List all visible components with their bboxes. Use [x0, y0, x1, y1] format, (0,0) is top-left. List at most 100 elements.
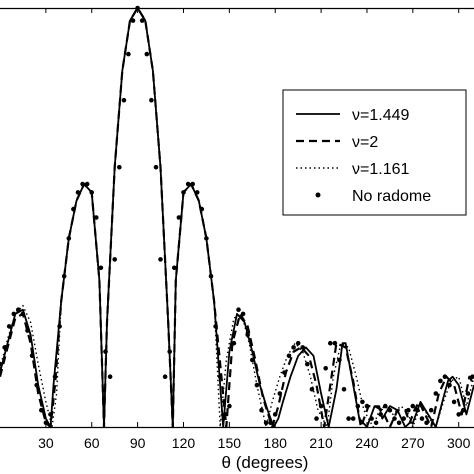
data-point-marker — [20, 311, 26, 317]
data-point-marker — [286, 353, 292, 359]
data-point-marker — [465, 391, 471, 396]
series-3 — [0, 7, 474, 428]
data-point-marker — [185, 181, 191, 187]
data-point-marker — [240, 311, 246, 317]
data-point-marker — [337, 357, 342, 363]
data-point-marker — [167, 349, 172, 354]
data-point-marker — [332, 340, 338, 346]
x-tick-label: 150 — [218, 435, 242, 451]
legend-swatch — [315, 192, 321, 198]
data-point-marker — [291, 345, 296, 350]
legend-label: No radome — [352, 188, 431, 205]
data-point-marker — [75, 190, 81, 195]
data-point-marker — [57, 324, 62, 329]
data-point-marker — [162, 374, 168, 380]
data-point-marker — [350, 416, 356, 421]
data-point-marker — [34, 382, 39, 388]
data-point-marker — [0, 361, 3, 367]
legend: ν=1.449 ν=2 ν=1.161 No radome — [282, 89, 467, 216]
data-point-marker — [406, 407, 411, 413]
data-point-marker — [227, 403, 232, 409]
data-point-marker — [158, 257, 163, 262]
data-point-marker — [117, 164, 122, 170]
data-point-marker — [323, 366, 329, 371]
data-point-marker — [392, 416, 397, 421]
data-point-marker — [451, 399, 457, 405]
x-tick-label: 90 — [130, 435, 146, 451]
series-2 — [0, 6, 474, 429]
data-point-marker — [419, 416, 425, 421]
data-point-marker — [80, 181, 85, 187]
data-point-marker — [410, 403, 416, 409]
data-point-marker — [190, 181, 195, 187]
data-point-marker — [144, 51, 150, 57]
data-point-marker — [153, 164, 159, 170]
plot-frame — [0, 7, 474, 429]
x-tick-label: 300 — [447, 435, 471, 451]
data-point-marker — [328, 340, 333, 346]
data-point-marker — [194, 190, 200, 195]
x-tick-label: 180 — [264, 435, 288, 451]
legend-label: ν=2 — [352, 134, 378, 151]
data-point-marker — [438, 378, 443, 384]
data-point-marker — [84, 181, 90, 187]
data-point-marker — [415, 407, 420, 413]
data-point-marker — [300, 345, 306, 350]
x-tick-label: 240 — [355, 435, 379, 451]
data-point-marker — [71, 206, 76, 212]
series-line — [0, 7, 474, 428]
data-point-marker — [373, 420, 379, 426]
data-point-marker — [254, 382, 260, 388]
x-tick-label: 30 — [38, 435, 54, 451]
x-axis-label: θ (degrees) — [222, 453, 309, 472]
data-point-marker — [396, 420, 402, 426]
data-point-marker — [2, 345, 7, 350]
data-point-marker — [199, 206, 205, 212]
data-point-marker — [6, 324, 12, 329]
data-point-marker — [263, 420, 269, 426]
data-point-marker — [295, 340, 301, 346]
data-point-marker — [318, 403, 324, 409]
data-point-marker — [61, 273, 67, 279]
data-point-marker — [369, 416, 374, 421]
legend-entry: ν=2 — [296, 134, 378, 151]
data-point-marker — [11, 311, 17, 317]
x-tick-label: 60 — [84, 435, 100, 451]
data-point-marker — [98, 265, 104, 271]
data-point-marker — [112, 257, 117, 262]
data-point-marker — [360, 399, 365, 405]
data-point-marker — [208, 273, 214, 279]
data-point-marker — [94, 215, 99, 220]
data-point-marker — [456, 412, 462, 417]
data-point-marker — [25, 328, 30, 333]
data-point-marker — [364, 403, 370, 409]
data-point-marker — [39, 407, 44, 413]
data-point-marker — [428, 407, 434, 413]
data-point-marker — [217, 374, 223, 380]
series-1 — [0, 7, 474, 428]
data-point-marker — [378, 412, 384, 417]
data-point-marker — [282, 370, 287, 375]
series-line — [0, 6, 474, 429]
data-point-marker — [135, 5, 140, 11]
legend-entry: ν=1.449 — [296, 107, 409, 124]
data-point-marker — [139, 18, 145, 23]
data-point-marker — [66, 236, 72, 241]
x-tick-label: 210 — [309, 435, 333, 451]
data-point-marker — [15, 307, 21, 313]
x-tick-label: 120 — [172, 435, 196, 451]
data-point-marker — [213, 324, 218, 329]
series-line — [0, 7, 474, 428]
data-point-marker — [268, 420, 273, 426]
data-point-marker — [250, 357, 255, 363]
data-point-marker — [204, 236, 209, 241]
data-point-marker — [424, 420, 429, 426]
data-point-marker — [387, 407, 393, 413]
legend-label: ν=1.449 — [352, 107, 409, 124]
data-point-marker — [433, 391, 439, 396]
data-point-marker — [442, 374, 448, 380]
data-point-marker — [461, 407, 466, 413]
data-point-marker — [470, 374, 474, 379]
series-layer — [0, 5, 474, 429]
